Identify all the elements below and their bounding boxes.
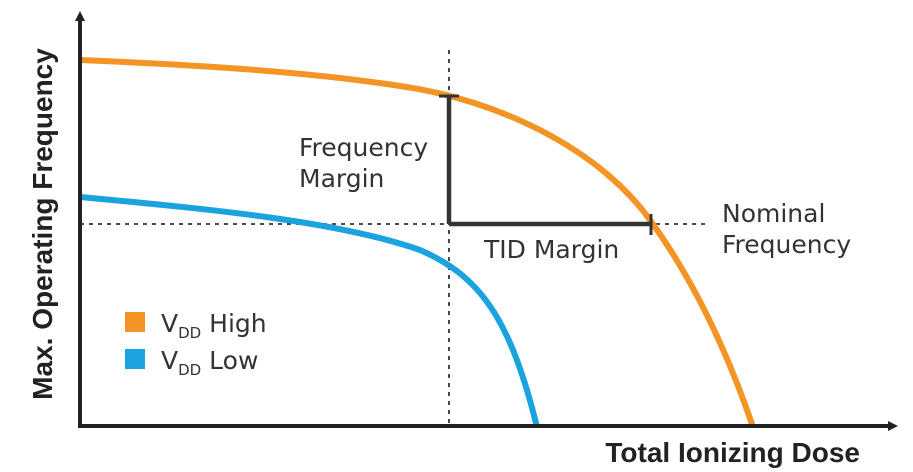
nominal-frequency-label-line1: Nominal bbox=[722, 199, 825, 228]
legend-swatch-vdd-low bbox=[125, 349, 145, 369]
vdd-low-curve bbox=[79, 194, 540, 428]
legend-swatch-vdd-high bbox=[125, 312, 145, 332]
nominal-frequency-label-line2: Frequency bbox=[722, 230, 851, 259]
x-axis-title: Total Ionizing Dose bbox=[605, 437, 860, 468]
legend-label-vdd-high: VDD High bbox=[161, 309, 267, 342]
frequency-margin-label-line1: Frequency bbox=[299, 133, 428, 162]
legend-label-vdd-low: VDD Low bbox=[161, 346, 258, 379]
tid-margin-label: TID Margin bbox=[483, 235, 619, 264]
vdd-high-curve bbox=[79, 57, 756, 428]
legend: VDD High VDD Low bbox=[125, 309, 267, 379]
y-axis-title: Max. Operating Frequency bbox=[27, 48, 58, 400]
frequency-margin-label-line2: Margin bbox=[299, 164, 384, 193]
